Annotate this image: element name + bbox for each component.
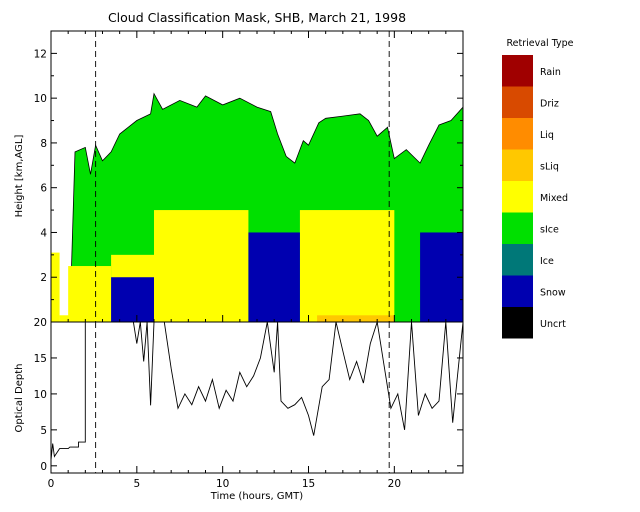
legend-label-uncrt: Uncrt xyxy=(540,319,566,330)
legend-swatch-driz xyxy=(502,86,533,118)
legend-swatch-rain xyxy=(502,55,533,87)
mask-cell-snow xyxy=(111,277,154,322)
bottom-x-axis-ticks: 0 5 10 15 20 xyxy=(48,466,447,490)
y-tick-label: 15 xyxy=(34,353,47,365)
legend-swatch-mixed xyxy=(502,181,533,213)
y-tick-label: 10 xyxy=(34,389,47,401)
legend-label-mixed: Mixed xyxy=(540,193,568,204)
x-tick-label: 5 xyxy=(133,478,140,490)
optical-depth-series xyxy=(51,322,463,461)
mask-cell-snow xyxy=(420,232,463,322)
legend-swatch-ice xyxy=(502,244,533,276)
legend-label-ice: Ice xyxy=(540,256,554,267)
y-tick-label: 5 xyxy=(40,425,47,437)
legend-label-sice: sIce xyxy=(540,225,559,236)
mask-cell-mixed xyxy=(68,266,112,322)
y-tick-label: 8 xyxy=(40,138,47,150)
mask-cell-sliq xyxy=(317,315,395,322)
legend-label-driz: Driz xyxy=(540,99,559,110)
y-tick-label: 6 xyxy=(40,183,47,195)
mask-cell-mixed xyxy=(299,210,395,322)
optical-depth-line xyxy=(51,322,463,461)
y-tick-label: 4 xyxy=(40,227,47,239)
chart-title: Cloud Classification Mask, SHB, March 21… xyxy=(108,10,406,25)
y-tick-label: 20 xyxy=(34,317,47,329)
legend-title: Retrieval Type xyxy=(506,38,573,49)
bottom-y-axis-ticks: 0 5 10 15 20 xyxy=(34,317,463,473)
y-tick-label: 0 xyxy=(40,461,47,473)
bottom-y-axis-label: Optical Depth xyxy=(14,364,25,433)
legend: Rain Driz Liq sLiq Mixed sIce Ice Snow Uncrt xyxy=(502,55,568,339)
top-y-axis-ticks: 2 4 6 8 10 12 xyxy=(34,30,463,301)
x-axis-label: Time (hours, GMT) xyxy=(210,491,304,502)
bottom-vertical-markers xyxy=(95,322,390,473)
legend-swatch-sice xyxy=(502,212,533,244)
mask-cell-mixed xyxy=(154,210,249,322)
legend-swatch-snow xyxy=(502,275,533,307)
top-vertical-markers xyxy=(95,31,390,322)
mask-cell-snow xyxy=(248,232,300,322)
legend-label-liq: Liq xyxy=(540,130,554,141)
x-tick-label: 20 xyxy=(388,478,401,490)
bottom-plot-frame xyxy=(50,321,464,474)
classification-mask xyxy=(51,92,463,322)
legend-label-snow: Snow xyxy=(540,288,566,299)
y-tick-label: 2 xyxy=(40,272,47,284)
x-tick-label: 15 xyxy=(302,478,315,490)
x-tick-label: 10 xyxy=(216,478,229,490)
top-y-axis-label: Height [km,AGL] xyxy=(14,135,25,218)
legend-swatch-liq xyxy=(502,118,533,150)
mask-cell-mixed xyxy=(51,252,60,322)
y-tick-label: 12 xyxy=(34,48,47,60)
legend-label-rain: Rain xyxy=(540,67,561,78)
legend-swatch-uncrt xyxy=(502,307,533,339)
legend-label-sliq: sLiq xyxy=(540,162,559,173)
x-tick-label: 0 xyxy=(48,478,55,490)
legend-swatch-sliq xyxy=(502,149,533,181)
y-tick-label: 10 xyxy=(34,93,47,105)
